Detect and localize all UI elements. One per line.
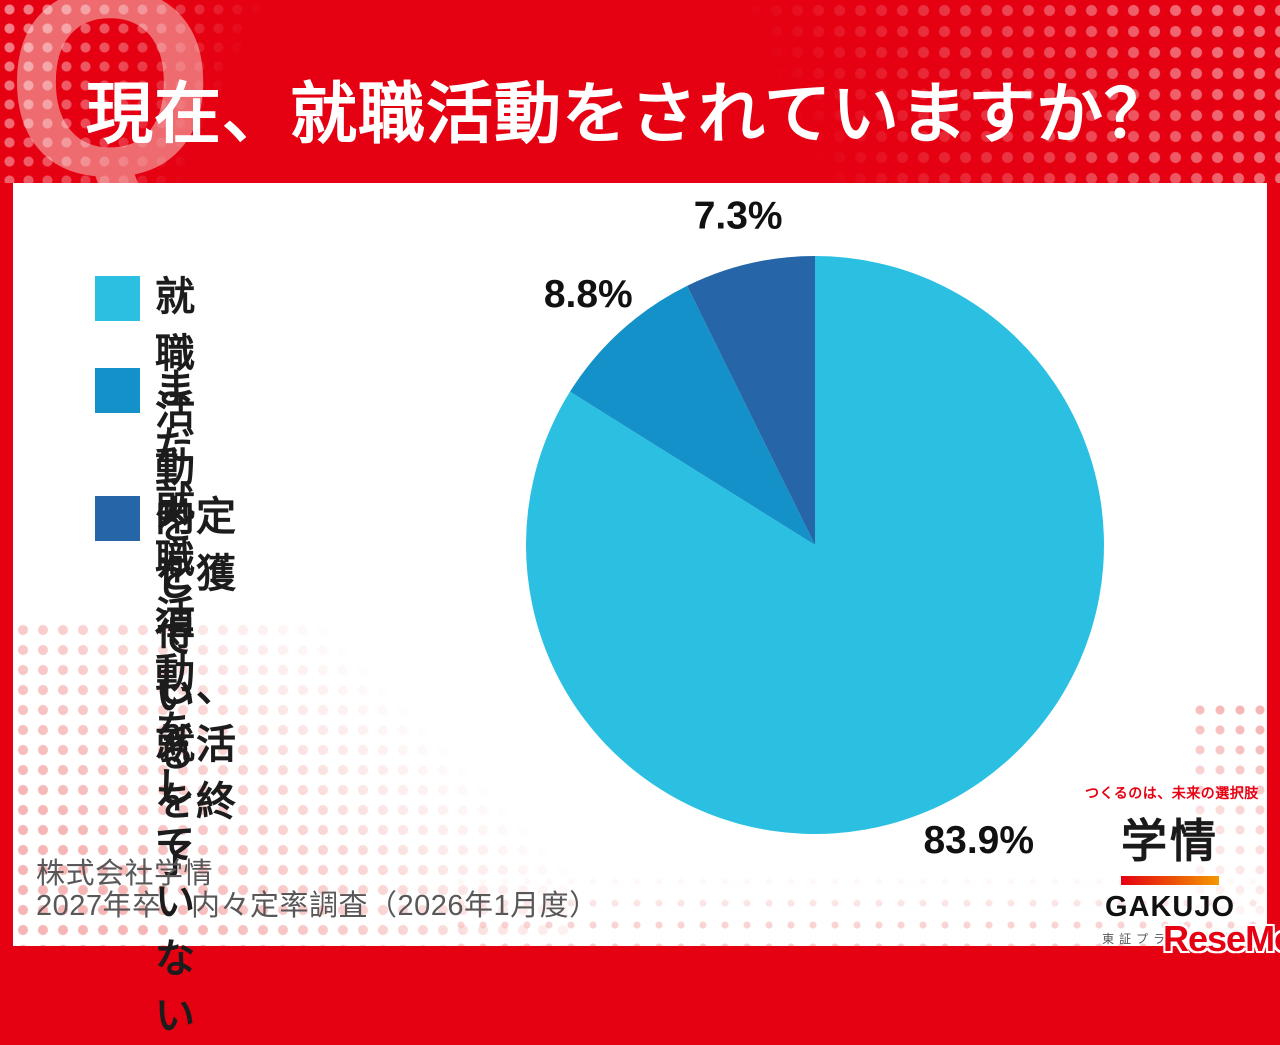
pie-value-label: 7.3% — [694, 194, 783, 237]
source-company: 株式会社学情 — [36, 858, 214, 890]
gakujo-logo: つくるのは、未来の選択肢 学情 GAKUJO 東証プライム上場 — [1085, 783, 1259, 947]
legend-item: 内定を獲得し、 就活を終了 — [95, 495, 237, 888]
gakujo-logotype-en: GAKUJO — [1104, 891, 1236, 923]
legend-swatch — [95, 276, 140, 321]
pie-slice — [687, 256, 815, 545]
pie-chart: 83.9% 8.8% 7.3% — [526, 194, 1104, 862]
legend-item: 就職活動をしている — [95, 275, 196, 782]
gakujo-tagline: つくるのは、未来の選択肢 — [1085, 785, 1259, 801]
gakujo-gradient-bar — [1121, 876, 1219, 885]
gakujo-listing-text: 東証プライム上場 — [1102, 932, 1238, 946]
legend-swatch — [95, 496, 140, 541]
pie-slice — [570, 285, 815, 545]
gakujo-logotype-jp: 学情 — [1121, 815, 1219, 867]
pie-slice — [526, 256, 1104, 835]
legend-label: 内定を獲得し、 就活を終了 — [155, 495, 237, 881]
legend-swatch — [95, 368, 140, 413]
source-note: 株式会社学情 2027年卒 内々定率調査（2026年1月度） — [36, 858, 599, 922]
resemom-watermark-text: ReseMom. — [1163, 918, 1280, 959]
legend-item: まだ就職活動を していない — [95, 367, 196, 1045]
page-title: 現在、就職活動をされていますか？ — [86, 77, 1172, 152]
pie-value-label: 8.8% — [544, 273, 633, 316]
resemom-watermark: ReseMom. リセマム — [1163, 918, 1280, 960]
pie-value-label: 83.9% — [923, 819, 1034, 862]
source-survey: 2027年卒 内々定率調査（2026年1月度） — [36, 890, 599, 922]
legend-label: 就職活動をしている — [155, 275, 196, 775]
